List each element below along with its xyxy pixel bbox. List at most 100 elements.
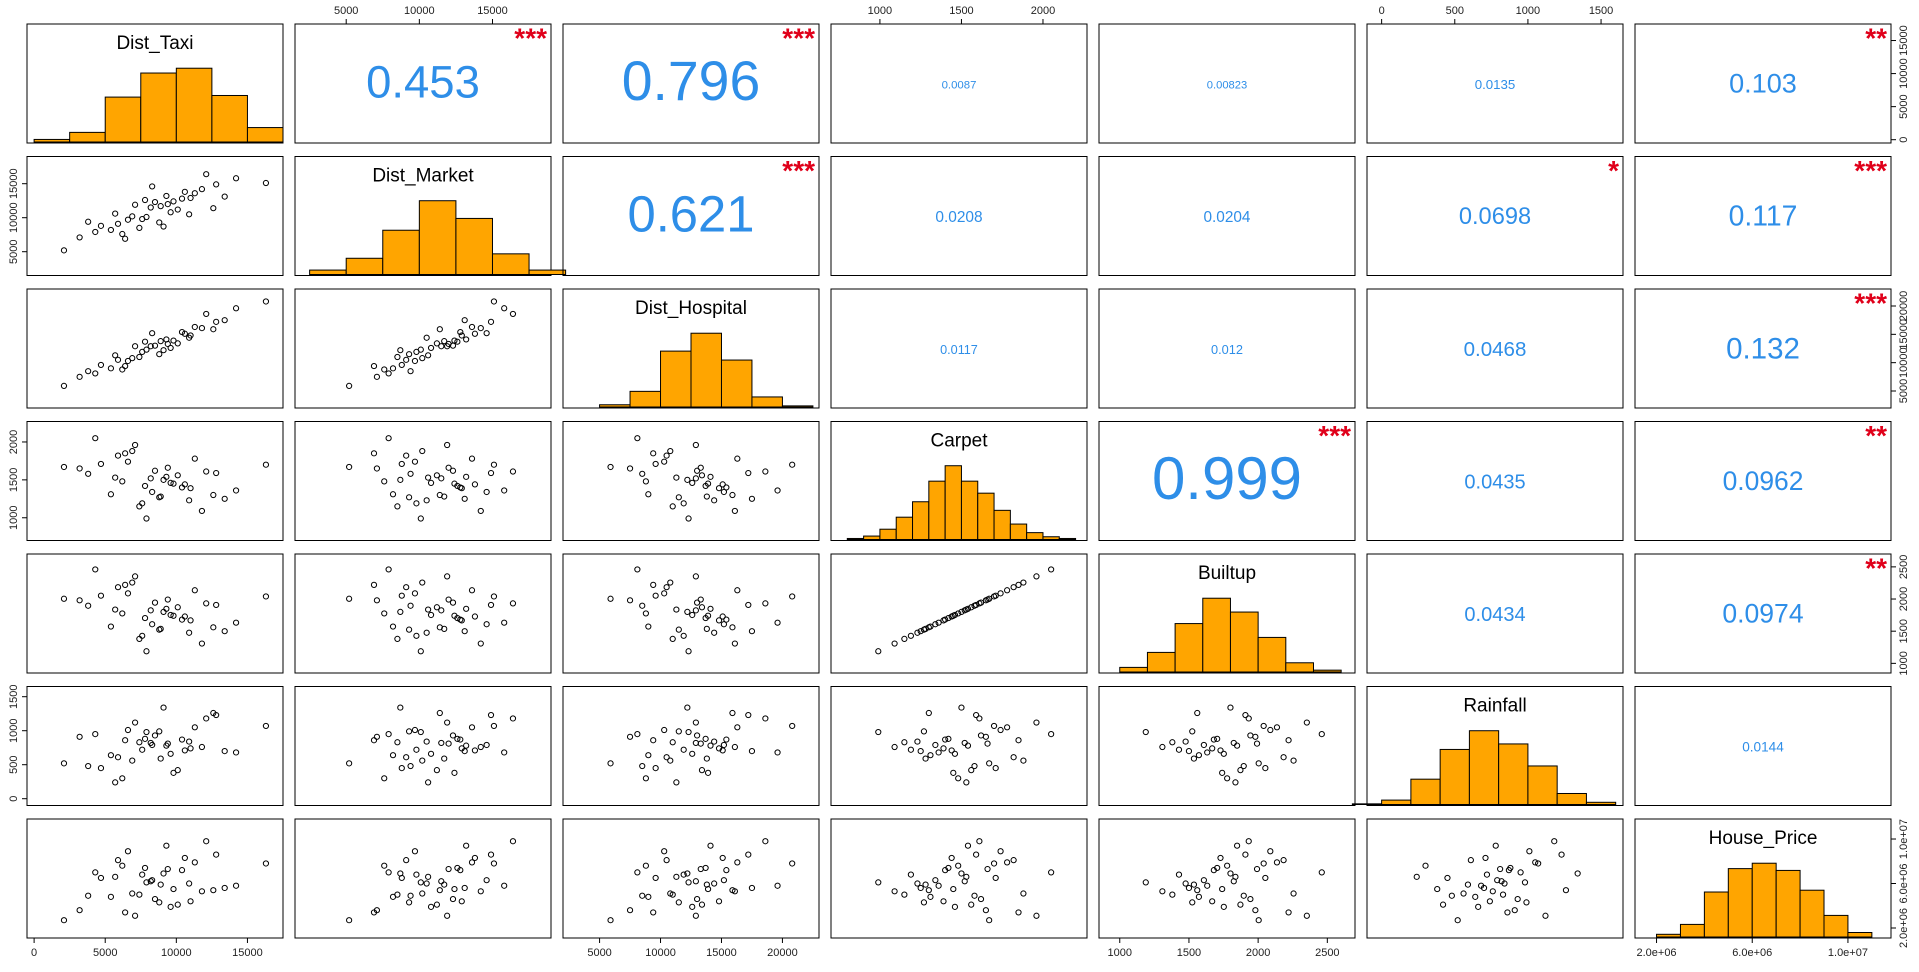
histogram-bar <box>1285 662 1314 673</box>
scatter-point <box>262 860 270 867</box>
correlation-value: 0.0204 <box>1204 209 1251 226</box>
scatter-point <box>143 728 150 736</box>
scatter-point <box>922 881 929 888</box>
scatter-point <box>454 735 461 742</box>
scatter-point <box>645 893 652 900</box>
x-tick-label: 1500 <box>1177 947 1201 959</box>
scatter-point <box>1267 848 1274 855</box>
scatter-point <box>463 336 470 343</box>
scatter-point <box>92 228 99 236</box>
scatter-point <box>990 860 998 867</box>
scatter-point <box>661 848 668 855</box>
scatter-point <box>164 464 171 471</box>
scatter-point <box>394 635 401 643</box>
scatter-point <box>411 848 419 855</box>
scatter-point <box>454 338 461 345</box>
scatter-point <box>174 604 181 611</box>
scatter-point <box>191 859 198 866</box>
scatter-point <box>669 503 676 510</box>
scatter-point <box>157 881 164 888</box>
scatter-point <box>407 602 414 609</box>
scatter-point <box>509 838 517 845</box>
scatter-point <box>917 884 924 892</box>
scatter-point <box>436 491 443 499</box>
x-tick-label: 10000 <box>161 947 192 959</box>
scatter-point <box>468 587 476 594</box>
scatter-point <box>181 481 188 488</box>
scatter-point <box>992 765 999 772</box>
scatter-point <box>634 566 641 573</box>
variable-name: Dist_Taxi <box>116 33 193 54</box>
scatter-point <box>692 475 699 482</box>
scatter-point <box>221 495 228 502</box>
scatter-point <box>373 465 381 472</box>
scatter-point <box>698 767 706 774</box>
scatter-point <box>1262 765 1269 772</box>
x-tick-label: 20000 <box>767 947 798 959</box>
histogram-bar <box>1229 611 1259 673</box>
scatter-point <box>922 755 929 762</box>
scatter-point <box>143 213 150 221</box>
scatter-point <box>119 366 126 373</box>
scatter-point <box>156 351 163 358</box>
scatter-point <box>1318 869 1325 876</box>
scatter-point <box>423 738 430 745</box>
significance-stars: ** <box>1865 420 1887 451</box>
scatter-point <box>509 310 517 318</box>
scatter-point <box>210 326 217 333</box>
histogram-bar <box>1119 666 1148 673</box>
scatter-point <box>1511 907 1518 914</box>
scatter-point <box>157 338 164 345</box>
scatter-point <box>129 890 136 897</box>
scatter-point <box>232 487 240 494</box>
scatter-point <box>398 361 405 369</box>
scatter-point <box>1526 848 1533 855</box>
scatter-point <box>151 895 159 903</box>
scatter-point <box>60 463 68 471</box>
scatter-point <box>950 885 957 893</box>
scatter-point <box>433 901 440 908</box>
scatter-point <box>698 604 706 611</box>
scatter-point <box>483 488 490 496</box>
scatter-point <box>221 628 228 635</box>
scatter-point <box>689 750 696 757</box>
scatter-point <box>262 593 270 600</box>
scatter-point <box>932 621 939 628</box>
scatter-point <box>745 469 752 477</box>
scatter-point <box>124 726 132 734</box>
scatter-point <box>704 769 712 776</box>
panel-frame <box>294 421 552 541</box>
scatter-point <box>693 732 701 739</box>
scatter-point <box>986 917 993 924</box>
scatter-point <box>411 726 419 734</box>
scatter-point <box>1237 901 1244 908</box>
scatter-point <box>968 604 975 611</box>
scatter-point <box>645 623 652 630</box>
scatter-point <box>141 196 149 204</box>
scatter-point <box>719 854 726 862</box>
y-tick-label: 5000 <box>1898 379 1910 403</box>
panel-frame <box>294 288 552 409</box>
scatter-point <box>1517 869 1524 876</box>
scatter-point <box>774 487 781 494</box>
histogram-bar <box>944 465 962 540</box>
scatter-point <box>149 741 156 749</box>
correlation-value: 0.0435 <box>1464 471 1525 493</box>
scatter-point <box>114 857 122 864</box>
scatter-point <box>419 890 426 897</box>
scatter-point <box>914 880 921 887</box>
scatter-point <box>1200 877 1207 884</box>
panel-frame <box>830 818 1088 939</box>
scatter-point <box>715 485 723 492</box>
histogram-bar <box>1703 891 1729 938</box>
scatter-point <box>203 715 210 722</box>
scatter-point <box>210 887 217 894</box>
scatter-point <box>151 732 159 739</box>
scatter-point <box>423 880 430 887</box>
scatter-point <box>203 171 210 178</box>
scatter-point <box>1472 893 1479 900</box>
scatter-point <box>425 606 432 613</box>
scatter-point <box>932 877 939 884</box>
scatter-point <box>112 474 119 481</box>
scatter-point <box>958 704 965 711</box>
